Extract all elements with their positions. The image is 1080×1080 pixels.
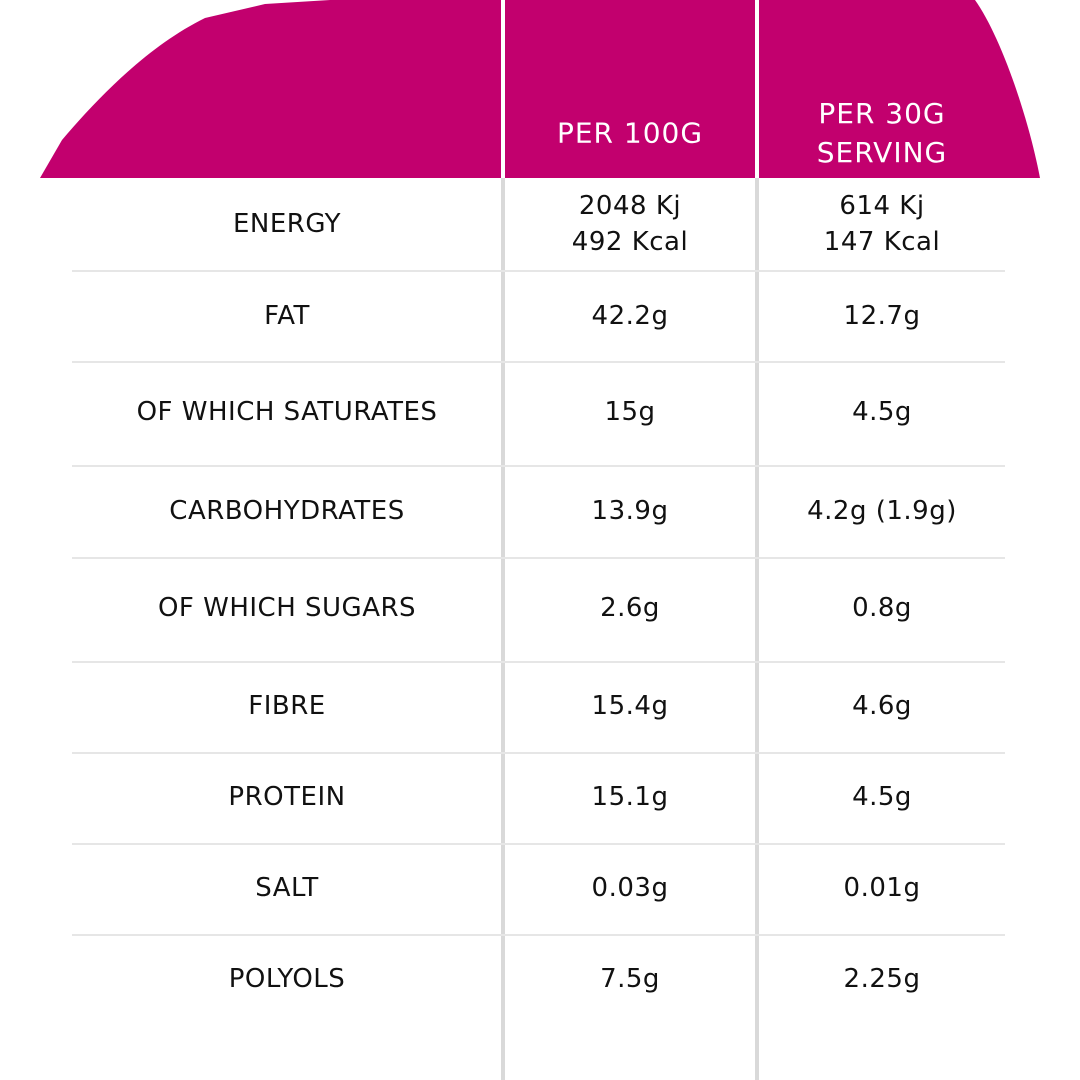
text-line: 147 Kcal <box>823 227 941 257</box>
value-per-serving: 4.5g <box>852 394 912 430</box>
text-line: SERVING <box>816 136 948 169</box>
text-line: 15.4g <box>591 691 669 721</box>
column-header: PER 100G <box>557 114 703 153</box>
text-line: 13.9g <box>591 496 669 526</box>
row-divider <box>72 557 1005 559</box>
text-line: 2.6g <box>600 593 660 623</box>
text-line: 0.03g <box>591 873 669 903</box>
text-line: 4.2g (1.9g) <box>807 496 957 526</box>
value-per-serving: 0.01g <box>844 870 921 906</box>
value-per-serving: 4.5g <box>852 779 912 815</box>
text-line: 7.5g <box>600 964 660 994</box>
text-line: 614 Kj <box>839 191 925 221</box>
text-line: 15.1g <box>591 782 669 812</box>
value-per-100g: 0.03g <box>592 870 669 906</box>
value-per-100g: 15.4g <box>592 688 669 724</box>
row-label: OF WHICH SUGARS <box>157 593 417 623</box>
value-per-100g: 2048 Kj 492 Kcal <box>572 188 688 260</box>
value-per-100g: 7.5g <box>600 961 660 997</box>
text-line: PER 100G <box>556 116 704 150</box>
text-line: 0.8g <box>852 593 912 623</box>
row-divider <box>72 843 1005 845</box>
text-line: 15g <box>604 397 656 427</box>
value-per-serving: 4.2g (1.9g) <box>807 493 957 529</box>
row-label: SALT <box>255 873 319 903</box>
value-per-serving: 614 Kj 147 Kcal <box>824 188 940 260</box>
row-label: POLYOLS <box>228 964 346 994</box>
text-line: 2.25g <box>843 964 921 994</box>
text-line: PER 30G <box>818 97 946 130</box>
row-divider <box>72 361 1005 363</box>
text-line: 4.5g <box>852 782 912 812</box>
row-divider <box>72 465 1005 467</box>
text-line: 12.7g <box>843 301 921 331</box>
text-line: 42.2g <box>591 301 669 331</box>
row-label: CARBOHYDRATES <box>169 496 405 526</box>
text-line: 2048 Kj <box>578 191 682 221</box>
column-divider <box>501 0 505 1080</box>
text-line: 4.6g <box>852 691 912 721</box>
row-divider <box>72 270 1005 272</box>
value-per-100g: 13.9g <box>592 493 669 529</box>
row-divider <box>72 661 1005 663</box>
value-per-100g: 42.2g <box>592 298 669 334</box>
value-per-100g: 2.6g <box>600 590 660 626</box>
header-divider <box>755 0 759 178</box>
text-line: 0.01g <box>843 873 921 903</box>
value-per-100g: 15.1g <box>592 779 669 815</box>
header-divider <box>501 0 505 178</box>
text-line: 4.5g <box>852 397 912 427</box>
row-label: FIBRE <box>248 691 326 721</box>
header-shape <box>40 0 1040 178</box>
column-header: PER 30G SERVING <box>817 94 947 172</box>
row-divider <box>72 752 1005 754</box>
row-label: ENERGY <box>232 209 342 239</box>
row-label: PROTEIN <box>228 782 346 812</box>
value-per-serving: 4.6g <box>852 688 912 724</box>
value-per-serving: 0.8g <box>852 590 912 626</box>
row-label: OF WHICH SATURATES <box>136 397 438 427</box>
row-label: FAT <box>264 301 310 331</box>
column-divider <box>755 0 759 1080</box>
text-line: 492 Kcal <box>571 227 689 257</box>
value-per-serving: 12.7g <box>844 298 921 334</box>
value-per-serving: 2.25g <box>844 961 921 997</box>
header-band <box>40 0 1040 178</box>
row-divider <box>72 934 1005 936</box>
value-per-100g: 15g <box>604 394 655 430</box>
